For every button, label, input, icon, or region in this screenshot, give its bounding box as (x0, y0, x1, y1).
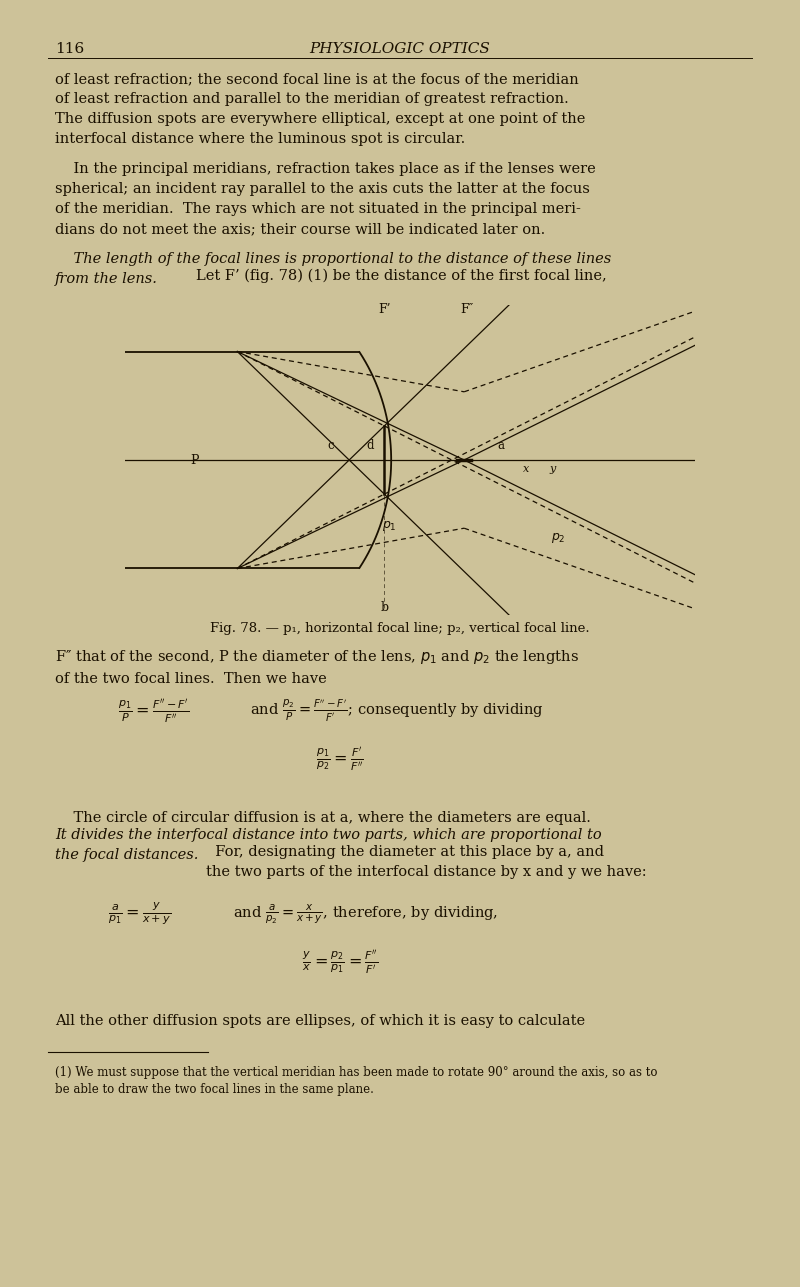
Text: 116: 116 (55, 42, 84, 57)
Text: Fig. 78. — p₁, horizontal focal line; p₂, vertical focal line.: Fig. 78. — p₁, horizontal focal line; p₂… (210, 622, 590, 634)
Text: (1) We must suppose that the vertical meridian has been made to rotate 90° aroun: (1) We must suppose that the vertical me… (55, 1066, 658, 1097)
Text: d: d (366, 439, 374, 452)
Text: PHYSIOLOGIC OPTICS: PHYSIOLOGIC OPTICS (310, 42, 490, 57)
Text: In the principal meridians, refraction takes place as if the lenses were
spheric: In the principal meridians, refraction t… (55, 162, 596, 236)
Text: P: P (190, 453, 199, 466)
Text: y: y (550, 463, 556, 474)
Text: It divides the interfocal distance into two parts, which are proportional to
the: It divides the interfocal distance into … (55, 828, 602, 862)
Text: x: x (522, 463, 529, 474)
Text: All the other diffusion spots are ellipses, of which it is easy to calculate: All the other diffusion spots are ellips… (55, 1014, 585, 1028)
Text: and $\frac{p_2}{P} = \frac{F^{\prime\prime} - F^{\prime}}{F^{\prime}}$; conseque: and $\frac{p_2}{P} = \frac{F^{\prime\pri… (250, 698, 544, 725)
Text: The length of the focal lines is proportional to the distance of these lines
fro: The length of the focal lines is proport… (55, 252, 611, 286)
Text: c: c (327, 439, 334, 452)
Text: b: b (380, 601, 389, 614)
Text: $p_2$: $p_2$ (551, 532, 566, 546)
Text: of least refraction; the second focal line is at the focus of the meridian
of le: of least refraction; the second focal li… (55, 72, 586, 147)
Text: Let F’ (fig. 78) (1) be the distance of the first focal line,: Let F’ (fig. 78) (1) be the distance of … (196, 269, 606, 283)
Text: For, designating the diameter at this place by a, and
the two parts of the inter: For, designating the diameter at this pl… (206, 846, 646, 879)
Text: $\frac{y}{x} = \frac{p_2}{p_1} = \frac{F^{\prime\prime}}{F^{\prime}}$: $\frac{y}{x} = \frac{p_2}{p_1} = \frac{F… (302, 949, 378, 976)
Text: The circle of circular diffusion is at a, where the diameters are equal.: The circle of circular diffusion is at a… (55, 811, 591, 825)
Text: a: a (498, 439, 505, 452)
Text: and $\frac{a}{p_2} = \frac{x}{x + y}$, therefore, by dividing,: and $\frac{a}{p_2} = \frac{x}{x + y}$, t… (233, 902, 498, 925)
Text: $\frac{p_1}{p_2} = \frac{F^{\prime}}{F^{\prime\prime}}$: $\frac{p_1}{p_2} = \frac{F^{\prime}}{F^{… (316, 745, 364, 772)
Text: F″: F″ (460, 304, 474, 317)
Text: $p_1$: $p_1$ (382, 519, 396, 533)
Text: F’: F’ (378, 304, 390, 317)
Text: F″ that of the second, P the diameter of the lens, $p_1$ and $p_2$ the lengths
o: F″ that of the second, P the diameter of… (55, 647, 579, 686)
Text: $\frac{a}{p_1} = \frac{y}{x + y}$: $\frac{a}{p_1} = \frac{y}{x + y}$ (108, 901, 171, 927)
Text: $\frac{p_1}{P} = \frac{F^{\prime\prime} - F^{\prime}}{F^{\prime\prime}}$: $\frac{p_1}{P} = \frac{F^{\prime\prime} … (118, 698, 190, 725)
